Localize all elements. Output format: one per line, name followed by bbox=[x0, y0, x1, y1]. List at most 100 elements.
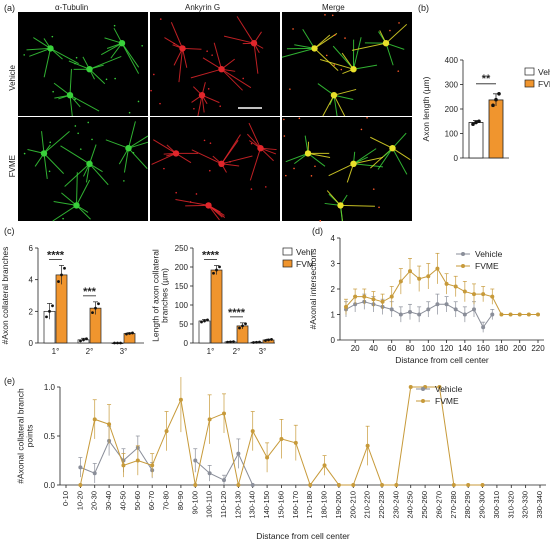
x-axis-label: Distance from cell center bbox=[395, 355, 489, 365]
neurite bbox=[314, 33, 338, 49]
data-point bbox=[78, 465, 83, 470]
significance-label: **** bbox=[47, 249, 65, 261]
neuron-group bbox=[164, 16, 264, 117]
speckle bbox=[398, 22, 400, 24]
y-tick-label: 0 bbox=[331, 336, 336, 345]
x-tick-label: 180-190 bbox=[320, 491, 329, 519]
data-point bbox=[92, 417, 97, 422]
x-tick-label: 200-210 bbox=[348, 491, 357, 519]
x-tick-label: 30-40 bbox=[104, 491, 113, 510]
x-tick-label: 70-80 bbox=[162, 491, 171, 510]
neurite bbox=[69, 94, 100, 112]
data-point bbox=[94, 306, 97, 310]
y-tick-label: 0.0 bbox=[44, 481, 56, 490]
neurite bbox=[128, 147, 148, 169]
data-point bbox=[380, 483, 384, 487]
data-point bbox=[265, 455, 270, 460]
data-point bbox=[426, 274, 431, 279]
panel-label-e: (e) bbox=[4, 376, 15, 386]
neurite bbox=[351, 42, 387, 51]
data-point bbox=[215, 268, 218, 272]
x-tick-label: 200 bbox=[513, 344, 527, 353]
data-point bbox=[60, 273, 63, 277]
cell-body bbox=[350, 160, 357, 167]
data-point bbox=[113, 341, 116, 345]
data-point bbox=[131, 331, 134, 335]
speckle bbox=[209, 142, 212, 144]
speckle bbox=[113, 24, 116, 27]
data-point bbox=[293, 440, 298, 445]
neurite bbox=[353, 64, 378, 70]
data-point bbox=[270, 338, 273, 341]
data-point bbox=[207, 417, 212, 422]
data-point bbox=[279, 436, 284, 441]
data-point bbox=[508, 312, 513, 317]
y-tick-label: 2 bbox=[331, 285, 336, 294]
neurite bbox=[89, 144, 97, 164]
x-tick-label: 130-140 bbox=[248, 491, 257, 519]
x-tick-label: 50-60 bbox=[133, 491, 142, 510]
data-point bbox=[85, 337, 88, 341]
neurite bbox=[340, 204, 375, 207]
speckle bbox=[74, 98, 76, 100]
cell-body bbox=[40, 150, 48, 157]
speckle bbox=[52, 90, 54, 93]
neurite bbox=[43, 131, 70, 154]
y-tick-label: 150 bbox=[175, 282, 189, 291]
neurite bbox=[190, 68, 222, 79]
data-point bbox=[435, 302, 440, 307]
data-point bbox=[92, 471, 97, 476]
y-tick-label: 400 bbox=[445, 56, 459, 65]
data-point bbox=[444, 281, 449, 286]
speckle bbox=[325, 54, 328, 57]
neurite bbox=[43, 153, 65, 174]
neurite bbox=[285, 152, 309, 163]
data-point bbox=[362, 294, 367, 299]
data-point bbox=[178, 397, 183, 402]
legend-label: FVME bbox=[475, 261, 499, 271]
speckle bbox=[175, 191, 177, 194]
speckle bbox=[105, 78, 108, 81]
data-point bbox=[490, 294, 495, 299]
speckle bbox=[184, 48, 186, 51]
data-point bbox=[308, 483, 313, 487]
neurite bbox=[353, 156, 383, 165]
legend-label: Vehicle bbox=[435, 384, 463, 394]
speckle bbox=[283, 135, 286, 137]
speckle bbox=[324, 14, 326, 16]
chart-axonal-intersections: 0 1 2 3 4 #Axonal intersections 20 40 60 80 100 120… bbox=[308, 234, 545, 365]
legend-swatch bbox=[282, 247, 293, 256]
data-point bbox=[471, 122, 475, 126]
data-point bbox=[417, 276, 422, 281]
neurite bbox=[307, 152, 331, 158]
neurite bbox=[314, 48, 339, 72]
data-point bbox=[472, 307, 476, 312]
cell-body bbox=[73, 202, 80, 209]
data-point bbox=[218, 265, 221, 269]
neurite bbox=[223, 35, 255, 44]
data-point bbox=[207, 471, 212, 476]
neuron-group bbox=[151, 122, 277, 221]
neurite bbox=[61, 192, 77, 206]
neurite bbox=[123, 148, 129, 173]
x-tick-label: 140 bbox=[458, 344, 472, 353]
neurite bbox=[333, 88, 357, 96]
speckle bbox=[207, 88, 210, 90]
bar bbox=[198, 320, 211, 344]
y-tick-label: 0 bbox=[454, 154, 459, 163]
x-tick-label: 60-70 bbox=[147, 491, 156, 510]
neurite bbox=[317, 83, 335, 96]
speckle bbox=[250, 142, 253, 145]
x-tick-label: 20-30 bbox=[90, 491, 99, 510]
data-point bbox=[408, 269, 412, 274]
neurite bbox=[197, 95, 203, 117]
y-axis-label: Axon length (µm) bbox=[421, 76, 431, 141]
cell-body bbox=[218, 160, 225, 167]
x-tick-label: 160 bbox=[476, 344, 490, 353]
data-point bbox=[238, 326, 241, 330]
neurite bbox=[76, 179, 91, 206]
neurite bbox=[314, 34, 331, 49]
neurite bbox=[105, 139, 129, 149]
speckle bbox=[163, 167, 165, 170]
speckle bbox=[209, 169, 211, 172]
